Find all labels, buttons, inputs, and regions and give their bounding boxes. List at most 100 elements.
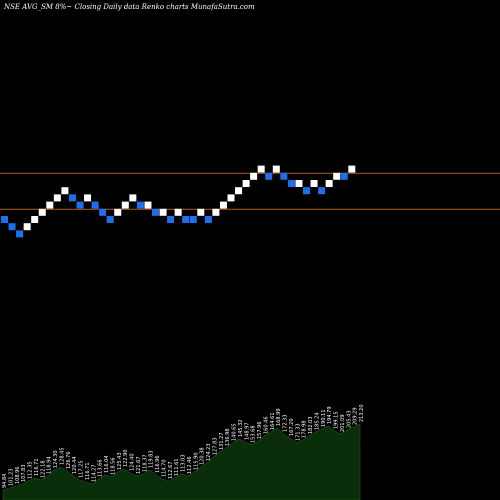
renko-brick-8	[53, 194, 61, 202]
volume-label-11: 126.76	[66, 452, 72, 470]
volume-label-20: 122.90	[123, 450, 129, 468]
volume-label-22: 121.67	[136, 457, 142, 475]
volume-label-35: 131.27	[219, 433, 225, 451]
renko-brick-27	[197, 208, 205, 216]
volume-label-13: 117.25	[79, 461, 85, 479]
renko-brick-14	[99, 208, 107, 216]
volume-area: 94.84 101.23 108.96 107.83 112.35 116.71 122.1…	[2, 405, 365, 500]
volume-label-10: 128.45	[59, 448, 65, 466]
renko-brick-29	[212, 208, 220, 216]
volume-label-27: 112.67	[168, 462, 174, 480]
renko-brick-42	[310, 180, 318, 187]
volume-label-36: 136.98	[225, 429, 231, 447]
volume-label-52: 194.79	[327, 407, 333, 425]
volume-label-56: 209.29	[353, 408, 359, 426]
volume-label-49: 182.03	[308, 417, 314, 435]
volume-label-26: 114.70	[161, 460, 167, 478]
renko-brick-31	[227, 194, 235, 202]
chart-header: NSE AVG_SM 8%~ Closing Daily data Renko …	[4, 3, 255, 11]
renko-brick-13	[91, 201, 99, 209]
volume-label-40: 153.68	[251, 426, 257, 444]
volume-label-46: 167.20	[289, 419, 295, 437]
volume-label-29: 113.03	[181, 455, 187, 473]
renko-brick-26	[189, 216, 197, 223]
volume-label-28: 111.61	[174, 459, 180, 477]
volume-label-4: 107.83	[21, 465, 27, 483]
volume-label-19: 125.43	[117, 453, 123, 471]
renko-brick-17	[121, 201, 129, 209]
renko-brick-9	[61, 187, 69, 195]
volume-label-6: 116.71	[34, 459, 40, 477]
renko-brick-25	[182, 216, 190, 223]
renko-brick-3	[16, 230, 24, 238]
renko-brick-32	[235, 187, 243, 195]
volume-label-25: 116.96	[155, 456, 161, 474]
renko-brick-38	[280, 172, 288, 180]
renko-brick-15	[106, 216, 114, 223]
renko-brick-23	[167, 216, 175, 223]
volume-label-37: 140.65	[232, 424, 238, 442]
volume-label-34: 127.83	[212, 438, 218, 456]
volume-label-39: 148.97	[244, 423, 250, 441]
volume-label-14: 116.71	[85, 463, 91, 481]
volume-label-32: 120.38	[200, 448, 206, 466]
renko-brick-44	[325, 180, 333, 187]
volume-label-45: 172.33	[283, 415, 289, 433]
renko-brick-43	[318, 187, 326, 195]
volume-label-9: 124.30	[53, 451, 59, 469]
volume-label-57: 213.20	[359, 405, 365, 423]
renko-brick-34	[250, 172, 258, 180]
volume-label-16: 113.66	[98, 460, 104, 478]
volume-label-38: 145.32	[238, 420, 244, 438]
volume-label-17: 116.04	[104, 456, 110, 474]
renko-brick-6	[38, 208, 46, 216]
volume-label-23: 118.37	[142, 455, 148, 473]
renko-brick-39	[287, 180, 295, 187]
volume-label-7: 122.18	[40, 461, 46, 479]
renko-brick-10	[68, 194, 76, 202]
renko-brick-22	[159, 208, 167, 216]
volume-label-41: 157.96	[257, 422, 263, 440]
renko-brick-36	[265, 172, 273, 180]
volume-label-50: 185.24	[314, 413, 320, 431]
renko-brick-24	[174, 208, 182, 216]
volume-label-47: 171.33	[295, 424, 301, 442]
volume-label-30: 112.46	[187, 457, 193, 475]
renko-bricks	[1, 165, 356, 238]
renko-brick-33	[242, 180, 250, 187]
renko-brick-20	[144, 201, 152, 209]
renko-brick-21	[152, 208, 159, 216]
volume-label-24: 119.83	[149, 451, 155, 469]
renko-brick-37	[272, 165, 280, 173]
volume-area-path	[2, 423, 361, 500]
volume-label-3: 108.96	[15, 467, 21, 485]
volume-label-53: 199.15	[334, 412, 340, 430]
renko-brick-11	[76, 201, 84, 209]
renko-brick-28	[204, 216, 212, 223]
volume-label-42: 160.46	[263, 417, 269, 435]
volume-label-55: 205.43	[346, 411, 352, 429]
volume-label-8: 118.94	[47, 457, 53, 475]
renko-brick-45	[333, 172, 341, 180]
volume-label-18: 118.56	[110, 458, 116, 476]
volume-label-33: 124.23	[206, 444, 212, 462]
renko-brick-47	[348, 165, 356, 173]
renko-brick-4	[23, 223, 31, 231]
volume-label-51: 190.11	[321, 410, 327, 428]
renko-brick-40	[295, 180, 303, 187]
volume-label-54: 201.09	[340, 415, 346, 433]
volume-label-43: 164.61	[270, 413, 276, 431]
volume-label-2: 101.23	[8, 469, 14, 487]
renko-brick-5	[31, 216, 39, 223]
renko-brick-18	[129, 194, 137, 202]
renko-brick-35	[257, 165, 265, 173]
volume-label-12: 120.44	[72, 457, 78, 475]
volume-label-21: 124.40	[130, 454, 136, 472]
chart-caption: Closing Daily data Renko charts MunafaSu…	[74, 3, 255, 11]
renko-brick-7	[46, 201, 54, 209]
renko-brick-41	[303, 187, 310, 195]
renko-brick-19	[136, 201, 144, 209]
volume-label-5: 112.35	[28, 462, 34, 480]
renko-brick-30	[219, 201, 227, 209]
